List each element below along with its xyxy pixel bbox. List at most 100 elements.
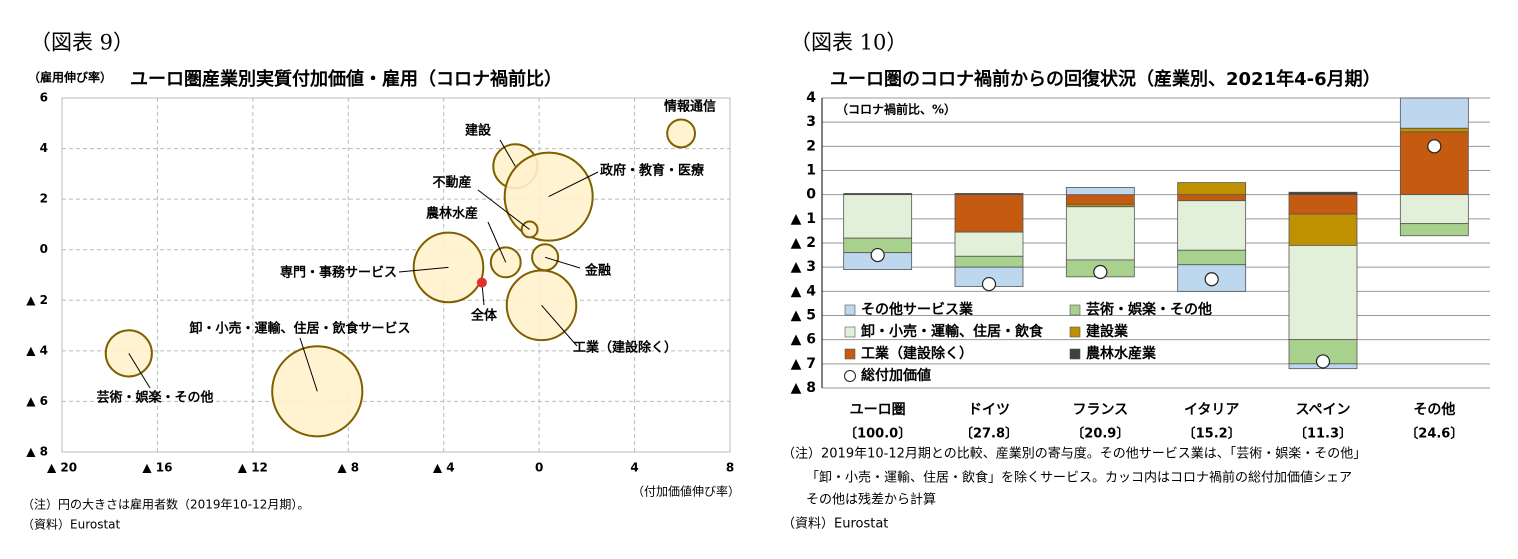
leader-line xyxy=(548,171,599,198)
legend-swatch xyxy=(1069,348,1081,360)
leader-line xyxy=(499,139,516,167)
note: 「卸・小売・運輸、住居・飲食」を除くサービス。カッコ内はコロナ禍前の総付加価値シ… xyxy=(806,470,1352,486)
legend-label: 工業（建設除く） xyxy=(861,345,973,362)
leader-line xyxy=(128,353,151,389)
x-tick-label: 4 xyxy=(630,461,638,475)
legend-swatch xyxy=(1069,326,1081,338)
x-tick-note: 〔15.2〕 xyxy=(1183,426,1241,442)
x-tick-note: 〔20.9〕 xyxy=(1071,426,1129,442)
x-tick-label: 0 xyxy=(535,461,543,475)
legend-swatch xyxy=(844,370,856,382)
y-axis-label: （コロナ禍前比、%） xyxy=(836,102,956,117)
legend-label: その他サービス業 xyxy=(861,301,974,318)
x-tick-note: 〔24.6〕 xyxy=(1405,426,1463,442)
source: （資料）Eurostat xyxy=(782,517,888,532)
total-marker xyxy=(1315,354,1331,369)
y-tick-label: ▲ 3 xyxy=(791,259,816,275)
leader-line xyxy=(544,256,581,269)
legend-swatch xyxy=(844,348,856,360)
x-tick-note: 〔100.0〕 xyxy=(844,426,911,442)
bar-segment xyxy=(1177,200,1247,251)
y-tick-label: ▲ 4 xyxy=(26,343,48,357)
figure-label: （図表 10） xyxy=(790,31,907,55)
leader-line xyxy=(541,305,578,347)
y-tick-label: ▲ 2 xyxy=(26,293,48,307)
bar-segment xyxy=(954,194,1024,233)
y-tick-label: 4 xyxy=(806,90,816,106)
point-label: 全体 xyxy=(470,308,498,324)
legend-swatch xyxy=(1069,304,1081,316)
y-tick-label: ▲ 6 xyxy=(791,332,816,348)
x-tick-label: ドイツ xyxy=(968,402,1010,418)
legend-label: 芸術・娯楽・その他 xyxy=(1086,301,1212,318)
x-tick-label: ユーロ圏 xyxy=(850,402,906,418)
bar-segment xyxy=(1399,194,1469,225)
x-tick-note: 〔11.3〕 xyxy=(1294,426,1352,442)
bubble xyxy=(505,269,578,342)
bar-segment xyxy=(954,255,1024,268)
note: その他は残差から計算 xyxy=(806,492,936,508)
bubble xyxy=(666,118,697,149)
y-tick-label: ▲ 4 xyxy=(791,283,817,299)
point-label: 建設 xyxy=(465,123,492,139)
point-label: 政府・教育・医療 xyxy=(600,163,705,179)
point-label: 不動産 xyxy=(432,175,471,191)
point-label: 専門・事務サービス xyxy=(280,265,397,281)
total-marker xyxy=(981,276,997,292)
leader-line xyxy=(487,221,507,263)
total-point xyxy=(476,277,487,288)
x-tick-label: 8 xyxy=(726,461,734,475)
y-tick-label: 6 xyxy=(40,91,48,105)
x-tick-label: その他 xyxy=(1413,401,1455,418)
legend-label: 卸・小売・運輸、住居・飲食 xyxy=(861,323,1044,340)
bar-segment xyxy=(1177,194,1247,202)
bar-segment xyxy=(1065,187,1135,196)
total-marker xyxy=(1427,139,1442,154)
bar-segment xyxy=(1065,206,1135,261)
bar-segment xyxy=(1399,223,1469,237)
bar-segment xyxy=(1065,194,1135,205)
bar-segment xyxy=(954,231,1024,257)
y-tick-label: ▲ 8 xyxy=(791,380,816,396)
y-axis-label: （雇用伸び率） xyxy=(28,70,112,85)
y-tick-label: ▲ 6 xyxy=(26,394,48,408)
x-axis-label: （付加価値伸び率） xyxy=(632,484,740,499)
source: （資料）Eurostat xyxy=(22,518,121,532)
leader-line xyxy=(299,337,318,392)
legend-label: 総付加価値 xyxy=(861,367,931,384)
x-tick-label: ▲ 4 xyxy=(433,461,455,475)
point-label: 情報通信 xyxy=(664,99,716,115)
point-label: 卸・小売・運輸、住居・飲食サービス xyxy=(189,321,410,337)
bar-segment xyxy=(1399,127,1469,133)
legend-swatch xyxy=(844,326,856,338)
chart-title: ユーロ圏産業別実質付加価値・雇用（コロナ禍前比） xyxy=(130,68,562,90)
y-tick-label: 4 xyxy=(40,141,48,155)
y-tick-label: 0 xyxy=(806,187,816,203)
total-marker xyxy=(870,247,885,263)
y-tick-label: ▲ 8 xyxy=(26,445,48,459)
point-label: 芸術・娯楽・その他 xyxy=(96,390,213,406)
y-tick-label: 3 xyxy=(806,114,816,130)
legend-swatch xyxy=(844,304,856,316)
note: （注）2019年10-12月期との比較、産業別の寄与度。その他サービス業は、「芸… xyxy=(782,446,1366,462)
leader-line xyxy=(477,189,530,230)
x-tick-label: ▲ 16 xyxy=(142,461,172,475)
bar-segment xyxy=(1288,213,1358,246)
y-tick-label: ▲ 5 xyxy=(791,308,816,324)
legend-label: 農林水産業 xyxy=(1086,345,1157,362)
x-tick-label: イタリア xyxy=(1184,402,1239,418)
point-label: 工業（建設除く） xyxy=(573,340,677,356)
legend-label: 建設業 xyxy=(1086,323,1129,340)
point-label: 金融 xyxy=(584,263,611,279)
bar-segment xyxy=(1288,194,1358,215)
x-tick-label: ▲ 12 xyxy=(238,461,268,475)
x-tick-label: ▲ 20 xyxy=(47,461,77,475)
y-tick-label: ▲ 1 xyxy=(791,211,816,227)
x-tick-note: 〔27.8〕 xyxy=(960,426,1018,442)
total-marker xyxy=(1204,272,1219,287)
total-marker xyxy=(1093,264,1108,280)
y-tick-label: 1 xyxy=(806,163,816,179)
y-tick-label: 2 xyxy=(806,138,816,154)
bar-segment xyxy=(1288,245,1358,341)
bar-segment xyxy=(1177,249,1247,266)
